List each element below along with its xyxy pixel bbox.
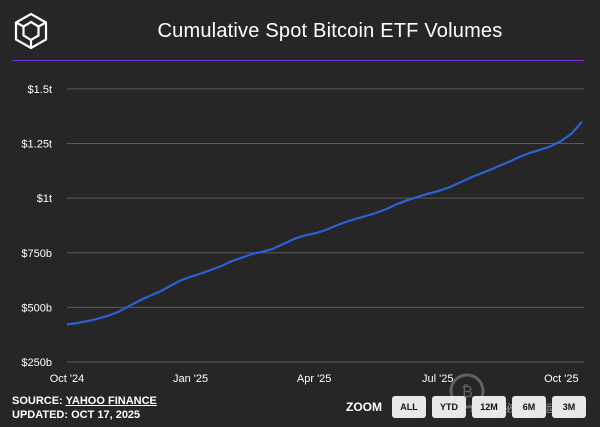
y-tick-label: $250b — [21, 357, 52, 369]
y-axis-ticks: $250b $500b $750b $1t $1.25t $1.5t — [21, 84, 52, 369]
zoom-ytd-button[interactable]: YTD — [432, 396, 466, 418]
y-tick-label: $500b — [21, 302, 52, 314]
x-axis-ticks: Oct '24 Jan '25 Apr '25 Jul '25 Oct '25 — [50, 373, 579, 385]
zoom-3m-button[interactable]: 3M — [552, 396, 586, 418]
x-tick-label: Apr '25 — [297, 373, 332, 385]
y-tick-label: $1.5t — [28, 84, 52, 96]
updated-date: UPDATED: OCT 17, 2025 — [12, 409, 140, 421]
watermark-logo-icon: ₿ — [448, 372, 486, 410]
x-tick-label: Jan '25 — [173, 373, 208, 385]
zoom-all-button[interactable]: ALL — [392, 396, 426, 418]
title-divider — [12, 60, 584, 61]
zoom-12m-button[interactable]: 12M — [472, 396, 506, 418]
zoom-controls: ZOOM ALL YTD 12M 6M 3M — [346, 396, 586, 418]
series-line — [66, 120, 583, 326]
y-tick-label: $1t — [37, 193, 52, 205]
y-tick-label: $750b — [21, 248, 52, 260]
svg-text:₿: ₿ — [461, 382, 473, 401]
zoom-6m-button[interactable]: 6M — [512, 396, 546, 418]
source-label: SOURCE: — [12, 395, 63, 407]
chart-title: Cumulative Spot Bitcoin ETF Volumes — [157, 20, 503, 42]
gridlines — [67, 88, 584, 363]
y-tick-label: $1.25t — [21, 139, 52, 151]
x-tick-label: Oct '25 — [544, 373, 579, 385]
updated-label: UPDATED: — [12, 409, 69, 421]
zoom-label: ZOOM — [346, 400, 382, 414]
source-credit: SOURCE: YAHOO FINANCE — [12, 395, 157, 407]
series-layer — [66, 120, 583, 326]
cube-logo-icon — [14, 12, 48, 50]
source-link[interactable]: YAHOO FINANCE — [65, 395, 157, 407]
x-tick-label: Oct '24 — [50, 373, 85, 385]
x-tick-label: Jul '25 — [422, 373, 453, 385]
updated-value: OCT 17, 2025 — [71, 409, 141, 421]
